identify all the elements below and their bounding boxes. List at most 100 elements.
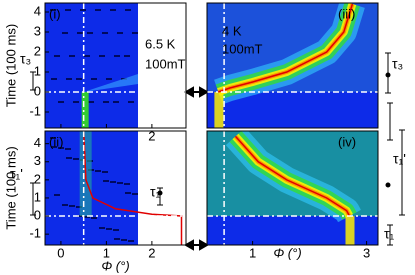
speckle — [106, 78, 112, 80]
annotation: 4 K — [222, 23, 242, 38]
panel: (ii) -1 0 1 2 3 4 0 1 2 Time (100 ms) Φ (°) τ₁ τ₁' — [3, 130, 187, 273]
speckle — [102, 32, 108, 34]
y-axis-label: Time (100 ms) — [3, 146, 18, 229]
y-tick-label: -1 — [29, 226, 41, 241]
y-tick-label: 2 — [34, 43, 41, 58]
frame — [206, 2, 379, 129]
x-tick-label: 0 — [57, 245, 64, 260]
y-tick-label: 4 — [34, 135, 41, 150]
speckle — [66, 78, 72, 80]
annotation: τ₁ — [384, 226, 395, 242]
y-tick-label: 1 — [34, 189, 41, 204]
speckle — [95, 170, 101, 172]
marker-dot — [385, 182, 391, 188]
speckle — [99, 227, 105, 229]
x-axis-label: Φ (°) — [101, 258, 129, 273]
x-tick-label: 2 — [148, 245, 155, 260]
y-tick-label: 0 — [34, 83, 41, 98]
speckle — [80, 9, 86, 11]
speckle — [102, 171, 108, 173]
speckle — [84, 55, 90, 57]
stripe — [345, 216, 355, 245]
stripe — [214, 92, 224, 128]
speckle — [103, 180, 109, 182]
frame — [206, 130, 379, 246]
heatmap-bg — [45, 3, 138, 128]
speckle — [128, 101, 134, 103]
y-tick-label: 4 — [34, 3, 41, 18]
marker-dot — [157, 190, 163, 196]
speckle — [117, 182, 123, 184]
x-axis-label: Φ (°) — [273, 245, 301, 260]
speckle — [128, 240, 134, 242]
frame — [44, 130, 187, 246]
speckle — [124, 183, 130, 185]
speckle — [114, 238, 120, 240]
speckle — [117, 32, 123, 34]
speckle — [58, 147, 64, 149]
annotation: τ₃ — [392, 56, 403, 72]
speckle — [58, 101, 64, 103]
speckle — [88, 101, 94, 103]
y-tick-label: 2 — [34, 171, 41, 186]
speckle — [76, 78, 82, 80]
speckle — [51, 78, 57, 80]
speckle — [69, 55, 75, 57]
speckle — [99, 55, 105, 57]
y-tick-label: 3 — [34, 153, 41, 168]
y-tick-label: 3 — [34, 23, 41, 38]
y-axis-label: Time (100 ms) — [3, 24, 18, 107]
annotation: 100mT — [222, 41, 263, 56]
x-tick-label: 1 — [103, 245, 110, 260]
panel: (iii) 4 K 100mT τ₃ — [206, 2, 403, 129]
speckle — [66, 157, 72, 159]
plot-area — [45, 131, 186, 245]
speckle — [54, 194, 60, 196]
annotation: τ₃ — [20, 51, 31, 67]
speckle — [54, 55, 60, 57]
speckle — [125, 192, 131, 194]
speckle — [51, 146, 57, 148]
speckle — [125, 9, 131, 11]
speckle — [73, 158, 79, 160]
stripe — [81, 92, 89, 128]
panel-label: (iii) — [338, 6, 355, 21]
speckle — [103, 101, 109, 103]
speckle — [84, 216, 90, 218]
speckle — [124, 55, 130, 57]
speckle — [132, 193, 138, 195]
x-tick-label: 2 — [148, 128, 155, 143]
panel: (iv) 1 3 Φ (°) τ₁' τ₁ — [206, 130, 406, 260]
panel-label: (ii) — [49, 134, 63, 149]
speckle — [91, 217, 97, 219]
annotation: τ₁' — [393, 151, 406, 167]
speckle — [65, 9, 71, 11]
speckle — [76, 206, 82, 208]
speckle — [113, 101, 119, 103]
x-tick-label: 3 — [363, 245, 370, 260]
panel-label: (iv) — [338, 134, 356, 149]
annotation: 100mT — [145, 56, 186, 71]
y-tick-label: 0 — [34, 207, 41, 222]
glow — [83, 74, 138, 92]
y-tick-label: 1 — [34, 63, 41, 78]
interval-markers — [30, 52, 405, 246]
marker-dot — [385, 72, 391, 78]
y-tick-label: -1 — [29, 103, 41, 118]
speckle — [69, 205, 75, 207]
speckle — [114, 55, 120, 57]
panel-arrows — [183, 86, 210, 251]
speckle — [132, 32, 138, 34]
x-tick-label: 1 — [249, 245, 256, 260]
annotation: τ₁ — [150, 184, 161, 200]
speckle — [95, 9, 101, 11]
speckle — [73, 101, 79, 103]
annotation: 6.5 K — [145, 36, 176, 51]
speckle — [110, 181, 116, 183]
speckle — [62, 204, 68, 206]
speckle — [113, 229, 119, 231]
plot-area — [207, 3, 378, 128]
speckle — [110, 9, 116, 11]
speckle — [50, 9, 56, 11]
